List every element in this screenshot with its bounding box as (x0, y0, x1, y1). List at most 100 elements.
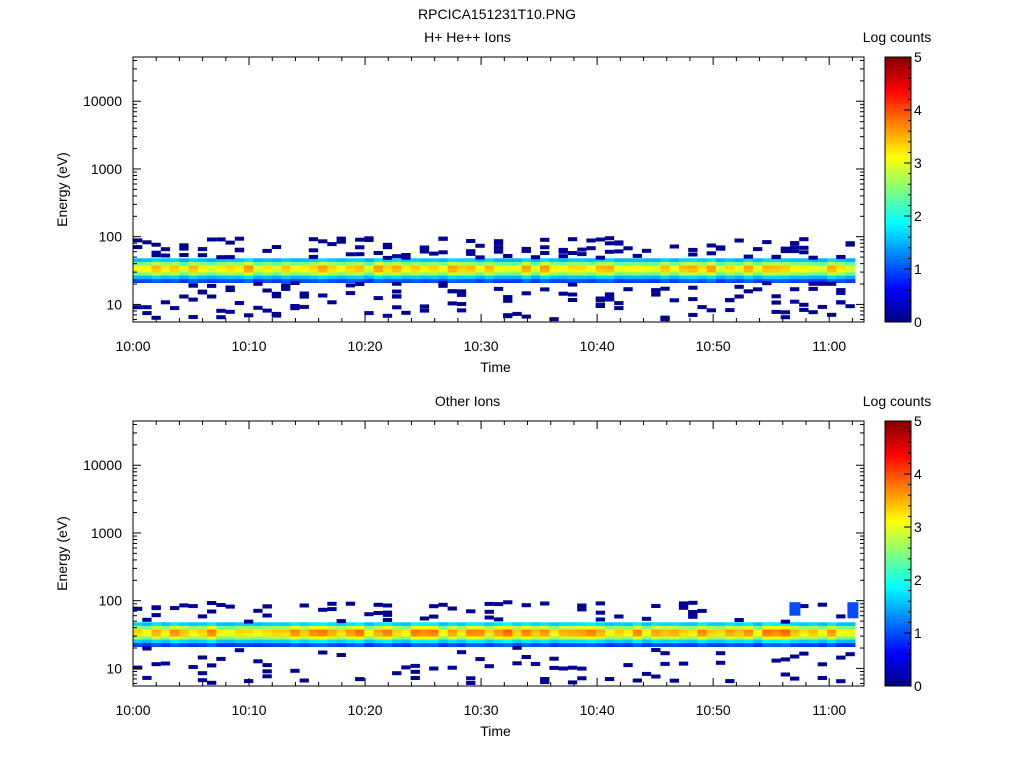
heatmap-cell (207, 265, 217, 269)
heatmap-cell (299, 265, 310, 269)
heatmap-cell (715, 625, 726, 630)
heatmap-cell (290, 275, 301, 280)
heatmap-cell (392, 258, 402, 262)
heatmap-cell (577, 632, 588, 637)
heatmap-cell (790, 258, 800, 262)
heatmap-cell (567, 258, 578, 262)
heatmap-cell (706, 639, 717, 644)
heatmap-cell (715, 258, 726, 262)
heatmap-cell (382, 242, 393, 247)
colorbar-step (885, 57, 911, 60)
colorbar-step (885, 677, 911, 680)
heatmap-cell (188, 665, 198, 669)
heatmap-cell (697, 258, 708, 262)
heatmap-cell (484, 629, 495, 633)
heatmap-cell (327, 242, 337, 247)
colorbar-step (885, 204, 911, 208)
heatmap-cell (216, 268, 227, 273)
heatmap-cell (419, 625, 430, 630)
colorbar-step (885, 469, 911, 473)
heatmap-cell (790, 654, 800, 659)
heatmap-cell (456, 639, 467, 644)
colorbar-step (885, 515, 911, 519)
heatmap-cell (632, 629, 643, 633)
heatmap-cell (290, 625, 301, 630)
heatmap-cell (133, 278, 143, 283)
heatmap-cell (503, 636, 513, 640)
heatmap-cell (799, 258, 810, 262)
heatmap-cell (207, 237, 217, 242)
heatmap-cell (715, 272, 726, 276)
colorbar-step (885, 123, 911, 126)
heatmap-cell (799, 278, 810, 283)
heatmap-cell (197, 625, 208, 630)
heatmap-cell (688, 625, 699, 630)
heatmap-cell (438, 236, 448, 241)
heatmap-cell (447, 278, 458, 283)
colorbar-step (885, 224, 911, 228)
heatmap-cell (512, 645, 522, 650)
heatmap-cell (577, 275, 588, 280)
heatmap-cell (207, 680, 217, 685)
heatmap-cell (373, 625, 384, 630)
heatmap-cell (142, 278, 153, 283)
colorbar-step (885, 242, 911, 246)
heatmap-cell (493, 617, 504, 622)
heatmap-cell (382, 268, 393, 273)
heatmap-cell (688, 275, 699, 280)
colorbar-step (885, 670, 911, 674)
heatmap-cell (262, 639, 273, 644)
heatmap-cell (392, 281, 402, 286)
heatmap-cell (253, 632, 264, 637)
heatmap-cell (392, 275, 402, 280)
heatmap-cell (706, 268, 717, 273)
colorbar-step (885, 610, 911, 614)
heatmap-cell (188, 261, 199, 266)
heatmap-cell (216, 315, 226, 320)
heatmap-cell (558, 625, 569, 630)
heatmap-cell (327, 632, 338, 637)
heatmap-cell (456, 292, 467, 297)
heatmap-cell (336, 636, 347, 640)
heatmap-cell (493, 278, 504, 283)
heatmap-cell (207, 663, 217, 668)
heatmap-cell (771, 278, 782, 283)
heatmap-cell (558, 291, 568, 296)
heatmap-cell (688, 278, 699, 283)
colorbar-step (885, 597, 911, 601)
heatmap-cell (715, 642, 726, 647)
heatmap-cell (808, 629, 819, 633)
heatmap-cell (364, 278, 375, 283)
colorbar-step (885, 661, 911, 665)
heatmap-cell (299, 275, 310, 280)
colorbar-step (885, 595, 911, 599)
heatmap-cell (697, 639, 708, 644)
heatmap-cell (632, 272, 643, 276)
heatmap-cell (207, 609, 217, 614)
heatmap-cell (697, 265, 708, 269)
heatmap-cell (753, 632, 763, 637)
heatmap-cell (595, 622, 606, 626)
heatmap-cell (419, 261, 430, 266)
heatmap-cell (780, 632, 791, 637)
heatmap-cell (715, 275, 726, 280)
heatmap-cell (133, 629, 143, 633)
heatmap-cell (771, 622, 782, 626)
heatmap-cell (410, 275, 421, 280)
heatmap-cell (614, 622, 625, 626)
heatmap-cell (836, 614, 846, 619)
heatmap-cell (586, 632, 597, 637)
heatmap-cell (271, 636, 282, 640)
heatmap-cell (142, 675, 152, 680)
colorbar-step (885, 604, 911, 607)
heatmap-cell (355, 632, 365, 637)
heatmap-cell (586, 642, 597, 647)
heatmap-cell (234, 622, 245, 626)
heatmap-cell (762, 261, 773, 266)
heatmap-cell (308, 625, 319, 630)
heatmap-cell (225, 240, 235, 245)
heatmap-cell (308, 636, 319, 640)
heatmap-cell (595, 268, 606, 273)
heatmap-cell (170, 642, 180, 647)
